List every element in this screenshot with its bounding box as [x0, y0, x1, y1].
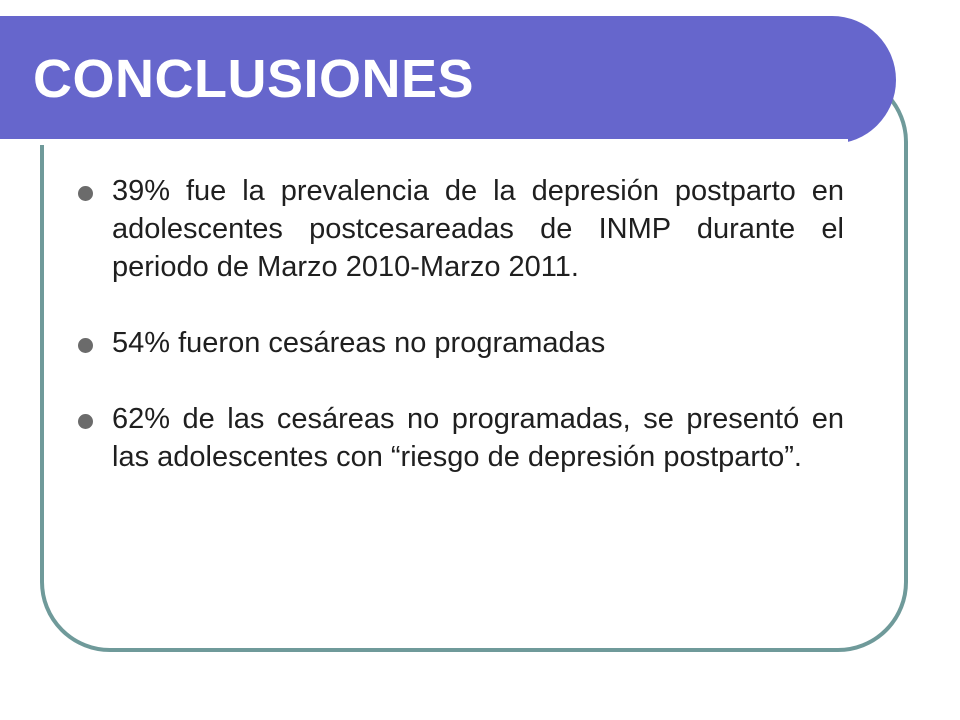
- title-underline: [0, 139, 848, 145]
- bullet-list: 39% fue la prevalencia de la depresión p…: [74, 172, 844, 476]
- bullet-item-risk: 62% de las cesáreas no programadas, se p…: [74, 400, 844, 476]
- bullet-dot-icon: [78, 338, 93, 353]
- content-frame: [40, 72, 908, 652]
- title-bar: CONCLUSIONES: [0, 16, 896, 145]
- bullet-text: 62% de las cesáreas no programadas, se p…: [112, 403, 844, 473]
- bullet-item-prevalence: 39% fue la prevalencia de la depresión p…: [74, 172, 844, 286]
- bullet-text: 39% fue la prevalencia de la depresión p…: [112, 175, 844, 283]
- bullet-text: 54% fueron cesáreas no programadas: [112, 327, 606, 359]
- bullet-item-unscheduled: 54% fueron cesáreas no programadas: [74, 324, 844, 362]
- slide-title: CONCLUSIONES: [33, 49, 475, 109]
- bullet-dot-icon: [78, 186, 93, 201]
- bullet-dot-icon: [78, 414, 93, 429]
